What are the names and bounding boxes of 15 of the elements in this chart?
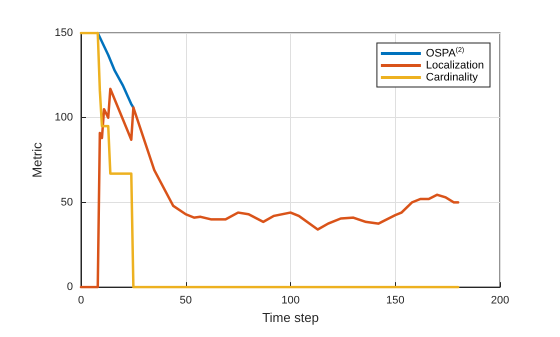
line-series — [96, 32, 135, 109]
x-tick-label: 50 — [180, 294, 192, 307]
y-tick-label: 50 — [60, 196, 73, 208]
y-tick-label: 150 — [54, 27, 73, 39]
legend-label: Cardinality — [426, 72, 478, 84]
x-tick-label: 0 — [78, 294, 84, 307]
line-series — [80, 88, 460, 288]
x-tick-label: 150 — [386, 294, 404, 307]
x-axis-title: Time step — [262, 310, 319, 325]
x-tick-label: 200 — [490, 294, 510, 307]
y-tick-label: 0 — [66, 281, 73, 294]
y-axis-title: Metric — [30, 142, 45, 178]
legend-label: Localization — [426, 60, 484, 72]
x-tick-label: 100 — [281, 294, 300, 307]
y-tick-label: 100 — [54, 112, 73, 124]
